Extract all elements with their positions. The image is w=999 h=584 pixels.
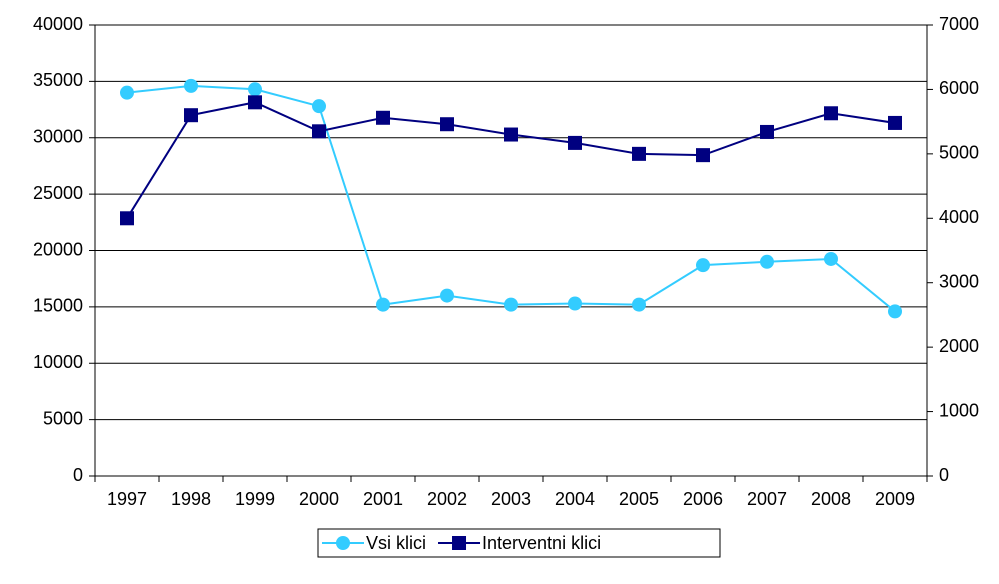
point <box>120 85 134 100</box>
point <box>760 254 774 269</box>
y2-tick-label: 5000 <box>939 143 979 163</box>
x-tick-label: 2009 <box>875 489 915 509</box>
x-tick-label: 2000 <box>299 489 339 509</box>
point <box>312 99 326 114</box>
point <box>248 82 262 97</box>
y-tick-label: 0 <box>73 465 83 485</box>
y-tick-label: 40000 <box>33 14 83 34</box>
x-tick-label: 1997 <box>107 489 147 509</box>
y-tick-label: 10000 <box>33 352 83 372</box>
y2-tick-label: 4000 <box>939 207 979 227</box>
point <box>632 297 646 312</box>
point <box>504 297 518 312</box>
y-tick-label: 20000 <box>33 239 83 259</box>
point <box>888 304 902 319</box>
x-tick-label: 2003 <box>491 489 531 509</box>
x-tick-label: 2004 <box>555 489 595 509</box>
y-tick-label: 35000 <box>33 70 83 90</box>
y2-tick-label: 2000 <box>939 336 979 356</box>
y-tick-label: 15000 <box>33 296 83 316</box>
y-tick-label: 30000 <box>33 127 83 147</box>
point <box>184 78 198 93</box>
point <box>376 297 390 312</box>
series-line <box>126 84 896 313</box>
point <box>312 124 326 139</box>
x-tick-label: 2001 <box>363 489 403 509</box>
point <box>184 108 198 123</box>
y2-tick-label: 0 <box>939 465 949 485</box>
x-tick-label: 2002 <box>427 489 467 509</box>
point <box>440 288 454 303</box>
x-tick-label: 1998 <box>171 489 211 509</box>
point <box>696 148 710 163</box>
legend-label: Vsi klici <box>366 533 426 553</box>
legend-label: Interventni klici <box>482 533 601 553</box>
legend-marker <box>336 536 350 550</box>
point <box>760 124 774 139</box>
legend-marker <box>452 536 467 550</box>
point <box>824 251 838 266</box>
x-tick-label: 2008 <box>811 489 851 509</box>
point <box>568 135 582 150</box>
y2-tick-label: 1000 <box>939 400 979 420</box>
series-line <box>126 101 896 219</box>
point <box>696 258 710 273</box>
x-tick-label: 2007 <box>747 489 787 509</box>
x-tick-label: 2005 <box>619 489 659 509</box>
point <box>888 115 902 130</box>
y2-tick-label: 3000 <box>939 271 979 291</box>
point <box>632 146 646 161</box>
point <box>824 106 838 121</box>
point <box>376 110 390 125</box>
point <box>568 296 582 311</box>
x-tick-label: 1999 <box>235 489 275 509</box>
point <box>120 211 134 226</box>
point <box>248 95 262 110</box>
legend-box <box>317 528 721 558</box>
point <box>504 127 518 142</box>
y-tick-label: 5000 <box>43 408 83 428</box>
x-tick-label: 2006 <box>683 489 723 509</box>
y2-tick-label: 6000 <box>939 78 979 98</box>
y-tick-label: 25000 <box>33 183 83 203</box>
y2-tick-label: 7000 <box>939 14 979 34</box>
point <box>440 117 454 132</box>
